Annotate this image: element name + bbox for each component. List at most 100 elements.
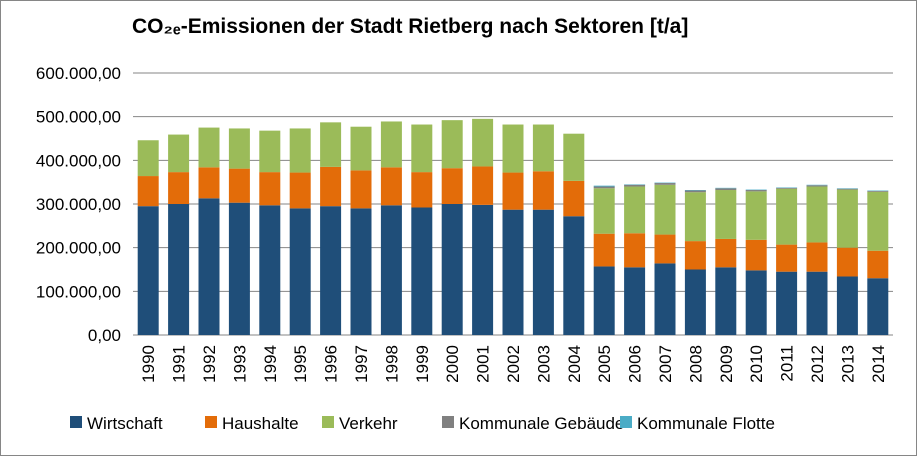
bar-segment	[807, 242, 828, 271]
bar-segment	[715, 188, 736, 190]
bar-segment	[503, 173, 524, 210]
bar-segment	[867, 278, 888, 335]
legend-swatch	[322, 416, 334, 428]
legend-swatch	[442, 416, 454, 428]
bar-segment	[138, 206, 159, 335]
legend-label: Kommunale Flotte	[637, 414, 775, 433]
x-tick-label: 2009	[717, 345, 736, 383]
bar-segment	[411, 125, 432, 173]
bar-segment	[807, 185, 828, 186]
bar-segment	[411, 172, 432, 207]
bar-segment	[472, 166, 493, 204]
bar-segment	[199, 198, 220, 335]
bar-segment	[229, 128, 250, 168]
x-tick-label: 2007	[656, 345, 675, 383]
legend-label: Wirtschaft	[87, 414, 163, 433]
x-tick-label: 2005	[595, 345, 614, 383]
y-tick-label: 300.000,00	[36, 195, 121, 214]
bar-segment	[563, 134, 584, 181]
legend-label: Kommunale Gebäude	[459, 414, 624, 433]
x-tick-label: 2012	[808, 345, 827, 383]
bar-segment	[290, 208, 311, 335]
bar-segment	[837, 276, 858, 335]
bar-segment	[290, 173, 311, 209]
y-tick-label: 600.000,00	[36, 64, 121, 83]
bar-segment	[746, 191, 767, 239]
x-tick-label: 2001	[474, 345, 493, 383]
bar-segment	[533, 125, 554, 172]
bar-segment	[259, 172, 280, 205]
bar-segment	[837, 189, 858, 190]
bar-segment	[381, 121, 402, 167]
bar-segment	[199, 128, 220, 168]
x-tick-label: 1991	[170, 345, 189, 383]
bar-segment	[168, 135, 189, 173]
bar-segment	[351, 208, 372, 335]
legend-swatch	[205, 416, 217, 428]
bar-segment	[685, 241, 706, 269]
x-tick-label: 1995	[291, 345, 310, 383]
y-tick-label: 100.000,00	[36, 282, 121, 301]
bar-segment	[320, 206, 341, 335]
bar-segment	[624, 187, 645, 234]
bar-segment	[168, 172, 189, 204]
bar-segment	[655, 263, 676, 335]
x-tick-label: 2003	[534, 345, 553, 383]
bar-segment	[290, 128, 311, 172]
chart-title: CO₂ₑ-Emissionen der Stadt Rietberg nach …	[132, 15, 688, 38]
bar-segment	[715, 267, 736, 335]
bar-segment	[746, 240, 767, 271]
x-tick-label: 2004	[565, 345, 584, 383]
bar-segment	[563, 181, 584, 216]
bar-segment	[533, 171, 554, 209]
x-tick-label: 1993	[230, 345, 249, 383]
bar-segment	[320, 122, 341, 167]
legend-label: Verkehr	[339, 414, 398, 433]
y-tick-label: 0,00	[88, 326, 121, 345]
bar-segment	[807, 187, 828, 243]
x-tick-label: 2014	[869, 345, 888, 383]
bar-segment	[685, 270, 706, 336]
x-tick-label: 1999	[413, 345, 432, 383]
bar-segment	[442, 168, 463, 204]
bar-segment	[442, 120, 463, 168]
bar-segment	[503, 125, 524, 173]
bar-segment	[624, 267, 645, 335]
bar-segment	[138, 140, 159, 176]
bar-segment	[867, 251, 888, 279]
legend-label: Haushalte	[222, 414, 299, 433]
x-tick-label: 1996	[322, 345, 341, 383]
bar-segment	[138, 176, 159, 206]
bar-segment	[655, 183, 676, 185]
legend-swatch	[70, 416, 82, 428]
bar-segment	[351, 127, 372, 171]
x-tick-label: 1992	[200, 345, 219, 383]
bar-segment	[685, 190, 706, 192]
bar-segment	[229, 169, 250, 203]
bar-segment	[867, 191, 888, 192]
x-tick-label: 2013	[838, 345, 857, 383]
y-tick-label: 200.000,00	[36, 239, 121, 258]
bar-segment	[168, 204, 189, 335]
bar-segment	[594, 186, 615, 187]
x-tick-label: 2011	[778, 345, 797, 382]
bar-segment	[442, 204, 463, 335]
bar-segment	[533, 210, 554, 335]
bar-segment	[472, 119, 493, 167]
x-tick-label: 2000	[443, 345, 462, 383]
x-tick-label: 1997	[352, 345, 371, 383]
bar-segment	[715, 190, 736, 239]
bar-segment	[624, 233, 645, 267]
legend-swatch	[620, 416, 632, 428]
bar-segment	[594, 234, 615, 267]
x-tick-label: 2006	[626, 345, 645, 383]
bar-segment	[259, 205, 280, 335]
bar-segment	[837, 248, 858, 277]
bar-segment	[503, 210, 524, 335]
bar-segment	[776, 188, 797, 189]
bar-segment	[594, 266, 615, 335]
bar-segment	[685, 192, 706, 241]
y-tick-label: 400.000,00	[36, 151, 121, 170]
x-tick-label: 2010	[747, 345, 766, 383]
